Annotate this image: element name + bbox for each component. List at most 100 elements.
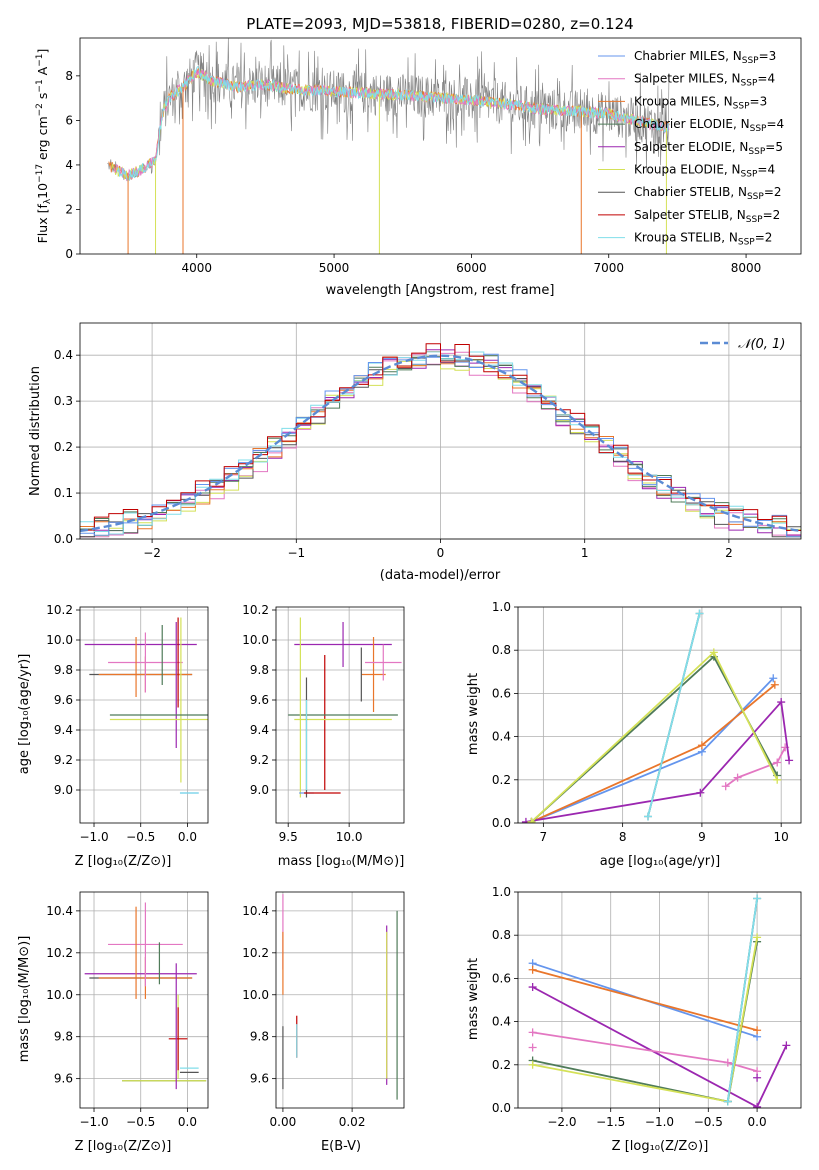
weight-marker xyxy=(696,788,705,797)
y-tick-label: 9.6 xyxy=(54,1072,73,1086)
weight-marker xyxy=(528,983,537,992)
x-tick-label: 7 xyxy=(540,830,548,844)
axes-frame xyxy=(79,606,209,824)
x-tick-label: 9 xyxy=(698,830,706,844)
y-tick-label: 6 xyxy=(65,113,73,127)
y-tick-label: 9.0 xyxy=(250,783,269,797)
y-tick-label: 9.0 xyxy=(54,783,73,797)
legend-label-gauss: 𝒩(0, 1) xyxy=(738,337,785,352)
x-tick-label: −1.0 xyxy=(645,1115,674,1129)
weight-marker xyxy=(528,1043,537,1052)
legend-label: Chabrier STELIB, NSSP=2 xyxy=(634,185,782,202)
x-tick-label: −1 xyxy=(287,546,305,560)
plot-area xyxy=(528,894,791,1108)
spectrum-xlabel: wavelength [Angstrom, rest frame] xyxy=(326,283,555,298)
y-tick-label: 0.2 xyxy=(54,440,73,454)
residuals-xlabel: (data-model)/error xyxy=(380,568,501,583)
legend-label: Salpeter STELIB, NSSP=2 xyxy=(634,208,780,225)
spectrum-ylabel: Flux [fλ10−17 erg cm−2 s−1 A−1] xyxy=(35,49,53,244)
x-tick-label: 0 xyxy=(437,546,445,560)
x-tick-label: 10 xyxy=(774,830,789,844)
x-tick-label: −1.5 xyxy=(596,1115,625,1129)
y-tick-label: 0.8 xyxy=(492,928,511,942)
y-tick-label: 8 xyxy=(65,69,73,83)
x-tick-label: −0.5 xyxy=(126,830,155,844)
weight-z-ylabel: mass weight xyxy=(466,958,481,1040)
legend-label: Kroupa STELIB, NSSP=2 xyxy=(634,231,772,248)
y-tick-label: 9.8 xyxy=(54,663,73,677)
axes-frame xyxy=(275,606,405,824)
axes-frame xyxy=(79,891,209,1109)
y-tick-label: 10.0 xyxy=(46,988,73,1002)
weight-series-line xyxy=(532,968,758,1032)
y-tick-label: 9.2 xyxy=(250,753,269,767)
x-tick-label: 8000 xyxy=(731,261,762,275)
plot-area xyxy=(80,343,801,538)
spectrum-plot: 4000 5000 6000 7000 8000 0 2 4 6 8 Chabrier MILES,… xyxy=(65,37,802,275)
age-z-xlabel: Z [log₁₀(Z/Z⊙)] xyxy=(75,854,172,869)
legend-label: Chabrier ELODIE, NSSP=4 xyxy=(634,117,784,134)
weight-marker xyxy=(709,648,718,657)
y-tick-label: 2 xyxy=(65,202,73,216)
model-spectrum-line xyxy=(111,69,669,181)
y-tick-label: 1.0 xyxy=(492,885,511,899)
weight-marker xyxy=(697,741,706,750)
y-tick-label: 9.6 xyxy=(250,693,269,707)
weight-series-line xyxy=(530,655,778,823)
y-tick-label: 9.4 xyxy=(54,723,73,737)
weight-age-xlabel: age [log₁₀(age/yr)] xyxy=(600,854,721,869)
y-tick-label: 0.4 xyxy=(54,348,73,362)
model-spectrum-line xyxy=(113,69,670,182)
spectrum-legend: Chabrier MILES, NSSP=3 Salpeter MILES, NS… xyxy=(598,49,784,248)
mass-z-ylabel: mass [log₁₀(M/M⊙)] xyxy=(17,936,32,1063)
y-tick-label: 0.2 xyxy=(492,1058,511,1072)
y-tick-label: 0.4 xyxy=(492,730,511,744)
x-tick-label: 7000 xyxy=(593,261,624,275)
x-tick-label: 0.0 xyxy=(178,1115,197,1129)
y-tick-label: 9.8 xyxy=(250,1030,269,1044)
x-tick-label: −0.5 xyxy=(694,1115,723,1129)
residuals-ylabel: Normed distribution xyxy=(28,366,43,496)
weight-marker xyxy=(753,1102,762,1108)
axes-frame xyxy=(79,37,802,255)
y-tick-label: 10.4 xyxy=(46,904,73,918)
mass-vs-ebv-plot: 0.00 0.02 9.6 9.8 10.0 10.2 10.4 xyxy=(242,891,405,1129)
weight-marker xyxy=(528,1060,537,1069)
plot-area xyxy=(84,617,208,794)
legend-label: Kroupa MILES, NSSP=3 xyxy=(634,94,767,111)
weight-marker xyxy=(753,933,762,942)
plot-area xyxy=(84,902,207,1090)
y-tick-label: 9.6 xyxy=(54,693,73,707)
y-tick-label: 4 xyxy=(65,158,73,172)
x-tick-label: 2 xyxy=(725,546,733,560)
weight-marker xyxy=(723,1058,732,1067)
weight-marker xyxy=(769,674,778,683)
x-tick-label: 5000 xyxy=(319,261,350,275)
y-tick-label: 0.8 xyxy=(492,643,511,657)
legend-label: Chabrier MILES, NSSP=3 xyxy=(634,49,776,66)
weight-marker xyxy=(528,1028,537,1037)
x-tick-label: −1.0 xyxy=(79,830,108,844)
weight-series-line xyxy=(726,898,758,1102)
y-tick-label: 9.8 xyxy=(250,663,269,677)
weight-marker xyxy=(528,965,537,974)
legend-label: Salpeter ELODIE, NSSP=5 xyxy=(634,140,783,157)
mass-ebv-xlabel: E(B-V) xyxy=(321,1139,361,1154)
weight-age-ylabel: mass weight xyxy=(466,673,481,755)
y-tick-label: 10.0 xyxy=(242,633,269,647)
axes-frame xyxy=(517,606,802,824)
y-tick-label: 10.0 xyxy=(242,988,269,1002)
legend-label: Kroupa ELODIE, NSSP=4 xyxy=(634,163,775,180)
weight-marker xyxy=(695,609,704,618)
mass-z-xlabel: Z [log₁₀(Z/Z⊙)] xyxy=(75,1139,172,1154)
y-tick-label: 10.2 xyxy=(46,946,73,960)
y-tick-label: 9.8 xyxy=(54,1030,73,1044)
residuals-plot: −2 −1 0 1 2 0.0 0.1 0.2 0.3 0.4 𝒩(0, 1) xyxy=(54,322,802,560)
x-tick-label: −0.5 xyxy=(126,1115,155,1129)
weight-marker xyxy=(723,1097,732,1106)
weight-marker xyxy=(782,1041,791,1050)
weight-marker xyxy=(644,812,653,821)
weight-series-line xyxy=(647,613,701,817)
weight-series-line xyxy=(725,746,786,788)
